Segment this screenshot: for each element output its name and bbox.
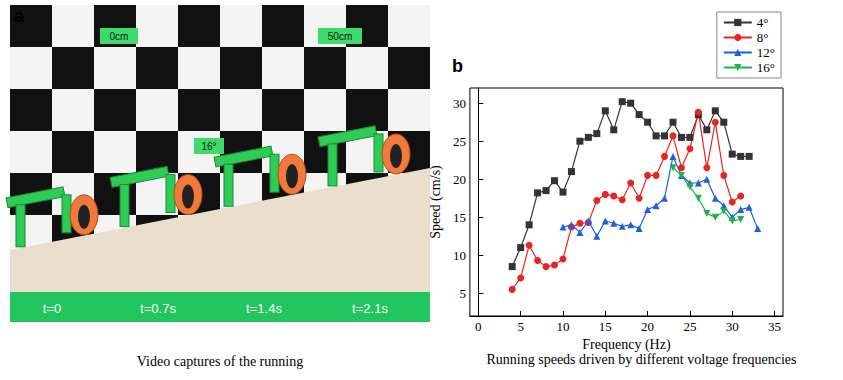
svg-text:8°: 8°	[757, 30, 769, 45]
svg-text:16°: 16°	[201, 141, 216, 152]
svg-text:t=0.7s: t=0.7s	[140, 301, 176, 316]
svg-text:5: 5	[459, 286, 466, 301]
svg-text:15: 15	[453, 210, 466, 225]
svg-text:12°: 12°	[757, 45, 775, 60]
html-text:b: b	[452, 56, 463, 76]
svg-text:50cm: 50cm	[328, 31, 352, 42]
svg-text:16°: 16°	[757, 60, 775, 75]
svg-text:20: 20	[453, 172, 466, 187]
svg-text:5: 5	[517, 319, 524, 334]
svg-text:25: 25	[683, 319, 696, 334]
svg-text:t=2.1s: t=2.1s	[352, 301, 388, 316]
svg-text:20: 20	[641, 319, 654, 334]
svg-text:15: 15	[599, 319, 612, 334]
svg-text:30: 30	[726, 319, 739, 334]
svg-text:4°: 4°	[757, 15, 769, 30]
svg-text:30: 30	[453, 96, 466, 111]
svg-text:a: a	[14, 6, 25, 26]
svg-text:Video captures of the running: Video captures of the running	[137, 354, 303, 369]
html-text:Running speeds driven by diffe: Running speeds driven by different volta…	[486, 352, 797, 367]
svg-text:35: 35	[768, 319, 781, 334]
svg-text:25: 25	[453, 134, 466, 149]
svg-text:10: 10	[453, 248, 466, 263]
svg-text:t=1.4s: t=1.4s	[246, 301, 282, 316]
svg-text:0cm: 0cm	[110, 31, 129, 42]
svg-text:0: 0	[475, 319, 482, 334]
svg-text:10: 10	[556, 319, 569, 334]
svg-text:t=0: t=0	[43, 301, 61, 316]
svg-text:Frequency (Hz): Frequency (Hz)	[582, 337, 671, 353]
svg-text:Speed (cm/s): Speed (cm/s)	[428, 165, 444, 239]
